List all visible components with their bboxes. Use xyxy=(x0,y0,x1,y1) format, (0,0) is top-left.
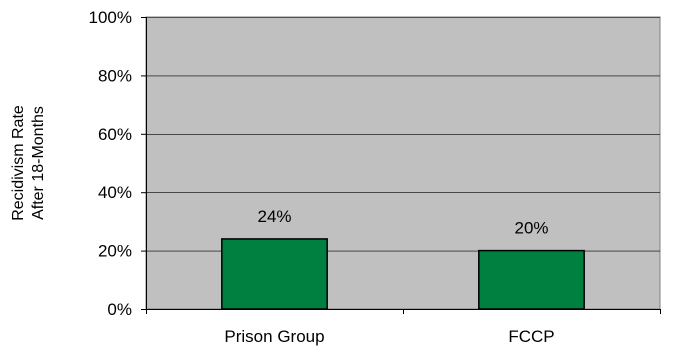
x-category-label: FCCP xyxy=(508,327,554,346)
data-labels: 24% 20% xyxy=(257,207,548,238)
y-tick-label: 0% xyxy=(107,300,132,319)
bar-prison-group xyxy=(221,238,328,310)
x-category-label: Prison Group xyxy=(224,327,324,346)
y-axis-title-line-1: Recidivism Rate xyxy=(10,105,27,221)
x-axis: Prison Group FCCP xyxy=(146,309,661,346)
y-tick-label: 80% xyxy=(98,66,132,85)
y-tick-label: 60% xyxy=(98,125,132,144)
data-label: 24% xyxy=(257,207,291,226)
y-tick-label: 20% xyxy=(98,242,132,261)
y-axis-title-line-2: After 18-Months xyxy=(30,106,47,220)
y-axis: 0% 20% 40% 60% 80% 100% xyxy=(89,8,147,319)
data-label: 20% xyxy=(514,219,548,238)
y-tick-label: 40% xyxy=(98,183,132,202)
bar-fccp xyxy=(478,249,585,310)
y-tick-label: 100% xyxy=(89,8,132,27)
